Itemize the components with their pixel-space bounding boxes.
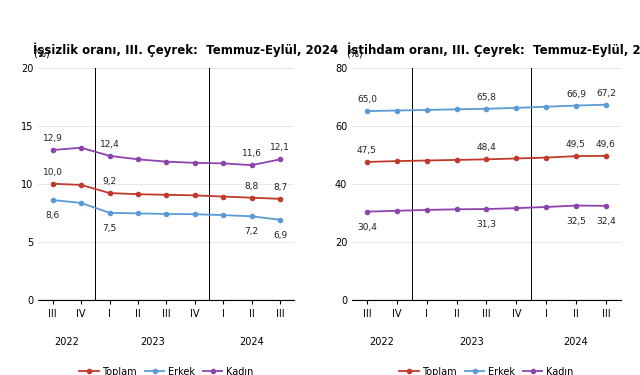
Text: 2022: 2022 (54, 337, 79, 347)
Text: İşsizlik oranı, III. Çeyrek:  Temmuz-Eylül, 2024: İşsizlik oranı, III. Çeyrek: Temmuz-Eylü… (33, 42, 339, 57)
Text: 49,5: 49,5 (566, 140, 586, 149)
Text: 10,0: 10,0 (43, 168, 63, 177)
Text: 9,2: 9,2 (102, 177, 116, 186)
Text: 12,4: 12,4 (100, 140, 120, 149)
Text: 8,6: 8,6 (45, 211, 60, 220)
Text: 8,7: 8,7 (273, 183, 287, 192)
Text: 2024: 2024 (239, 337, 264, 347)
Legend: Toplam, Erkek, Kadın: Toplam, Erkek, Kadın (396, 363, 577, 375)
Text: 7,2: 7,2 (244, 227, 259, 236)
Text: (%): (%) (347, 48, 364, 58)
Text: 2022: 2022 (369, 337, 394, 347)
Text: 6,9: 6,9 (273, 231, 287, 240)
Text: 7,5: 7,5 (102, 224, 116, 233)
Text: 30,4: 30,4 (357, 223, 377, 232)
Text: 2023: 2023 (459, 337, 484, 347)
Text: (%): (%) (33, 48, 50, 58)
Text: İstihdam oranı, III. Çeyrek:  Temmuz-Eylül, 2024: İstihdam oranı, III. Çeyrek: Temmuz-Eylü… (347, 42, 640, 57)
Text: 65,8: 65,8 (476, 93, 497, 102)
Text: 8,8: 8,8 (244, 182, 259, 191)
Text: 12,9: 12,9 (43, 134, 63, 143)
Text: 65,0: 65,0 (357, 95, 377, 104)
Legend: Toplam, Erkek, Kadın: Toplam, Erkek, Kadın (76, 363, 257, 375)
Text: 11,6: 11,6 (242, 149, 262, 158)
Text: 32,5: 32,5 (566, 217, 586, 226)
Text: 32,4: 32,4 (596, 217, 616, 226)
Text: 12,1: 12,1 (270, 143, 290, 152)
Text: 31,3: 31,3 (476, 220, 497, 229)
Text: 48,4: 48,4 (477, 143, 496, 152)
Text: 47,5: 47,5 (357, 146, 377, 155)
Text: 49,6: 49,6 (596, 140, 616, 149)
Text: 2024: 2024 (564, 337, 588, 347)
Text: 67,2: 67,2 (596, 89, 616, 98)
Text: 2023: 2023 (140, 337, 164, 347)
Text: 66,9: 66,9 (566, 90, 586, 99)
